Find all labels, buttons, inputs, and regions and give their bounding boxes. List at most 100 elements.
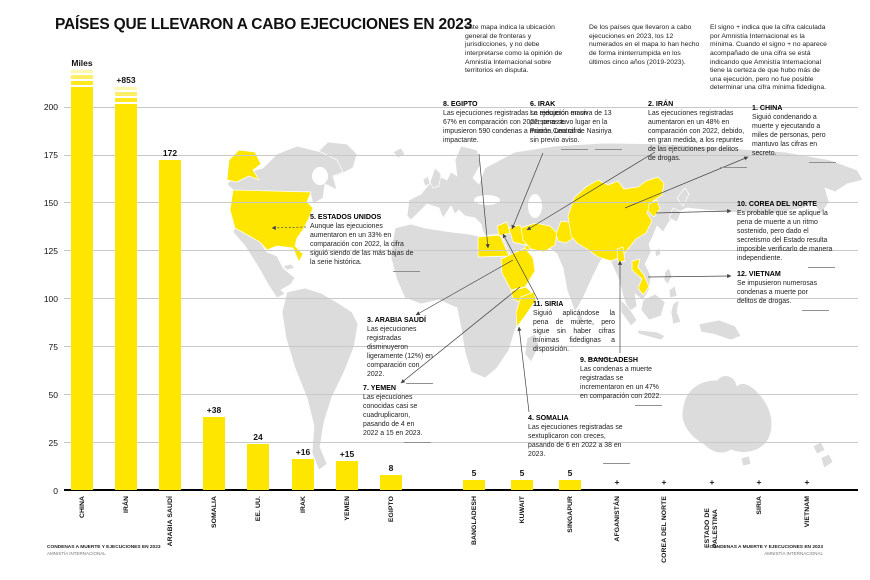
map-country-vietnam — [631, 258, 650, 296]
annotation-body-bangladesh: Las condenas a muerte registradas se inc… — [580, 366, 662, 401]
annotation-end-dash — [404, 442, 431, 444]
annotation-end-dash — [595, 149, 622, 151]
footer-right-source: AMNISTÍA INTERNACIONAL — [764, 551, 823, 557]
map-hudson-bay — [312, 167, 328, 185]
map-country-siria — [496, 221, 511, 237]
bar-value-label-BANGLADESH: 5 — [471, 468, 477, 479]
annotation-iran: 2. IRÁN Las ejecuciones registradas aumen… — [648, 100, 747, 169]
footer-left-source: AMNISTÍA INTERNACIONAL — [47, 551, 106, 557]
bar-value-label-EGIPTO: 8 — [388, 462, 394, 473]
bar-value-label-IRÁN: +853 — [116, 75, 136, 85]
annotation-body-yemen: Las ejecuciones conocidas casi se cuadru… — [363, 394, 423, 438]
y-tick-label-100: 100 — [43, 293, 58, 304]
annotation-body-somalia: Las ejecuciones registradas se sextuplic… — [528, 424, 623, 459]
annotation-end-dash — [603, 463, 630, 465]
annotation-corea-del-norte: 10. COREA DEL NORTE Es probable que se ap… — [737, 200, 835, 269]
annotation-heading-iran: 2. IRÁN — [648, 100, 674, 108]
disclaimer-plus-sign: El signo + indica que la cifra calculada… — [710, 24, 827, 92]
bar-value-label-YEMEN: +15 — [339, 449, 355, 460]
annotation-end-dash — [808, 267, 835, 269]
map-ireland — [422, 175, 431, 187]
annotation-bangladesh: 9. BANGLADESH Las condenas a muerte regis… — [580, 356, 662, 407]
x-label-BANGLADESH: BANGLADESH — [470, 496, 478, 545]
map-java — [636, 329, 666, 341]
x-label-ESTADO DE PALESTINA: ESTADO DE PALESTINA — [704, 507, 719, 548]
annotation-end-dash — [406, 383, 433, 385]
y-tick-label-50: 50 — [48, 389, 58, 400]
map-iceland — [392, 147, 406, 159]
map-sri-lanka — [576, 311, 584, 324]
x-label-VIETNAM: VIETNAM — [803, 496, 811, 528]
map-new-guinea — [698, 319, 742, 341]
annotation-body-iran: Las ejecuciones registradas aumentaron e… — [648, 110, 745, 163]
bar-value-label-SINGAPUR: 5 — [567, 468, 573, 479]
y-tick-label-125: 125 — [43, 245, 58, 256]
annotation-yemen: 7. YEMEN Las ejecuciones conocidas casi s… — [363, 384, 431, 444]
x-label-SIRIA: SIRIA — [755, 496, 763, 515]
annotation-heading-corea-del-norte: 10. COREA DEL NORTE — [737, 200, 818, 208]
x-label-EGIPTO: EGIPTO — [387, 496, 395, 523]
bar-SINGAPUR — [559, 480, 581, 490]
annotation-irak: 6. IRAK La ejecución masiva de 13 persona… — [530, 100, 622, 151]
bar-broken-CHINA — [71, 70, 93, 490]
map-caribbean — [282, 263, 296, 271]
annotation-heading-china: 1. CHINA — [752, 104, 783, 112]
annotation-end-dash — [393, 271, 420, 273]
x-label-AFGANISTÁN: AFGANISTÁN — [613, 496, 621, 542]
bar-value-label-CHINA: Miles — [71, 58, 93, 68]
annotation-end-dash — [635, 405, 662, 407]
annotation-body-china: Siguió condenando a muerte y ejecutando … — [752, 114, 826, 158]
map-country-eeuu — [229, 189, 314, 263]
x-label-EE. UU.: EE. UU. — [254, 496, 262, 522]
map-tasmania — [740, 455, 752, 467]
bar-SOMALIA — [203, 417, 225, 490]
gridline-200 — [64, 106, 858, 108]
y-tick-label-75: 75 — [48, 341, 58, 352]
gridline-25 — [64, 442, 858, 444]
bar-value-label-SIRIA: + — [756, 477, 762, 487]
annotation-body-egipto: Las ejecuciones registradas se redujeron… — [443, 110, 588, 145]
bar-broken-IRÁN — [115, 87, 137, 490]
map-south-america — [281, 287, 359, 471]
y-tick-label-150: 150 — [43, 197, 58, 208]
annotation-end-dash — [809, 162, 836, 164]
annotation-body-estados-unidos: Aunque las ejecuciones aumentaron en un … — [310, 223, 414, 267]
gridline-125 — [64, 250, 858, 252]
annotation-heading-somalia: 4. SOMALIA — [528, 414, 569, 422]
x-label-YEMEN: YEMEN — [343, 496, 351, 521]
disclaimer-numbered-countries: De los países que llevaron a cabo ejecuc… — [589, 24, 700, 66]
annotation-body-irak: La ejecución masiva de 13 personas tuvo … — [530, 110, 612, 145]
map-taiwan — [654, 247, 662, 258]
y-tick-label-0: 0 — [53, 485, 58, 496]
map-new-zealand — [812, 441, 834, 469]
gridline-75 — [64, 346, 858, 348]
annotation-siria: 11. SIRIA Siguió aplicándose la pena de m… — [533, 300, 615, 360]
bar-value-label-COREA DEL NORTE: + — [661, 477, 667, 487]
annotation-heading-bangladesh: 9. BANGLADESH — [580, 356, 638, 364]
y-tick-label-25: 25 — [48, 437, 58, 448]
x-label-SINGAPUR: SINGAPUR — [566, 496, 574, 533]
bar-BANGLADESH — [463, 480, 485, 490]
map-borneo — [640, 293, 666, 321]
disclaimer-borders: Este mapa indica la ubicación general de… — [465, 24, 563, 75]
map-philippines — [663, 267, 678, 299]
annotation-end-dash — [720, 167, 747, 169]
annotation-heading-siria: 11. SIRIA — [533, 300, 564, 308]
bar-EGIPTO — [380, 474, 402, 490]
map-black-sea — [474, 195, 500, 205]
map-caspian-sea — [528, 194, 542, 218]
y-tick-label-175: 175 — [43, 150, 58, 161]
y-tick-label-200: 200 — [43, 102, 58, 113]
page-title: PAÍSES QUE LLEVARON A CABO EJECUCIONES E… — [55, 16, 473, 33]
annotation-end-dash — [588, 358, 615, 360]
footer-right: CONDENAS A MUERTE Y EJECUCIONES EN 2023 … — [700, 544, 823, 558]
annotation-china: 1. CHINA Siguió condenando a muerte y eje… — [752, 104, 836, 164]
gridline-175 — [64, 154, 858, 156]
x-label-CHINA: CHINA — [78, 496, 86, 519]
footer-left: CONDENAS A MUERTE Y EJECUCIONES EN 2023 … — [47, 544, 161, 558]
x-label-SOMALIA: SOMALIA — [210, 496, 218, 529]
bar-IRAK — [292, 459, 314, 490]
bar-value-label-IRAK: +16 — [295, 447, 311, 458]
x-axis-line — [64, 489, 858, 491]
annotation-vietnam: 12. VIETNAM Se impusieron numerosas conde… — [737, 270, 829, 312]
